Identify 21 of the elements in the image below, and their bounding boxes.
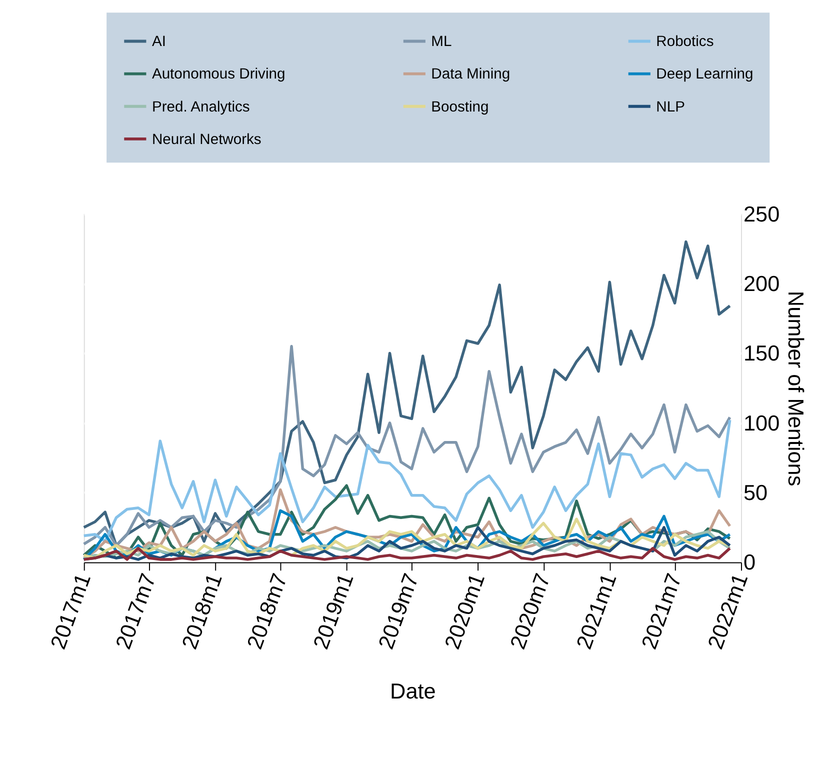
legend-label: Autonomous Driving <box>152 66 286 83</box>
legend-label: Boosting <box>431 99 489 116</box>
legend-label: Deep Learning <box>656 66 754 83</box>
legend-label: Neural Networks <box>152 132 262 148</box>
y-tick-label: 250 <box>743 201 780 226</box>
line-series <box>82 418 732 543</box>
legend-label: Robotics <box>656 34 714 50</box>
y-tick-label: 100 <box>743 410 780 436</box>
y-tick-label: 50 <box>743 480 768 505</box>
y-tick-label: 200 <box>743 270 780 296</box>
x-axis-title: Date <box>390 678 436 704</box>
y-tick-label: 150 <box>743 340 780 366</box>
legend-label: NLP <box>656 99 686 116</box>
y-tick-label: 0 <box>743 550 756 575</box>
legend-label: ML <box>431 34 452 50</box>
y-axis-title: Number of Mentions <box>784 290 809 486</box>
legend-label: AI <box>152 34 166 50</box>
line-series <box>82 344 732 547</box>
legend-label: Pred. Analytics <box>152 99 250 116</box>
legend-label: Data Mining <box>431 66 510 83</box>
line-series <box>82 546 732 561</box>
